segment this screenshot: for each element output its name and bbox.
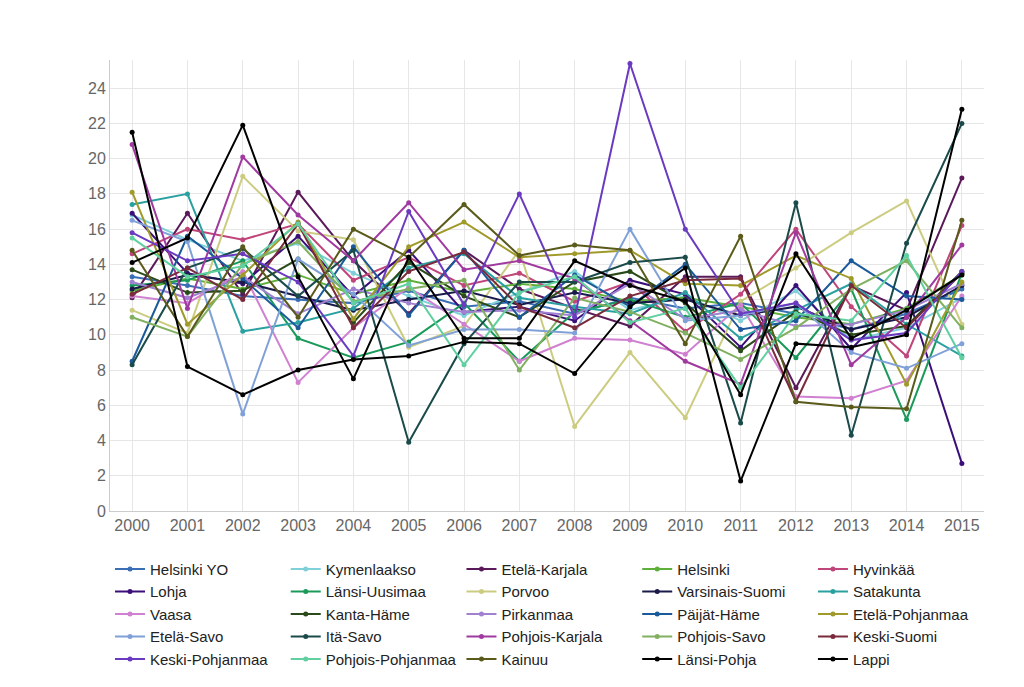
svg-text:2000: 2000 (114, 517, 150, 534)
svg-text:Pirkanmaa: Pirkanmaa (501, 606, 573, 623)
svg-text:Satakunta: Satakunta (853, 583, 921, 600)
svg-text:Kymenlaakso: Kymenlaakso (326, 561, 416, 578)
svg-text:2013: 2013 (833, 517, 869, 534)
svg-text:16: 16 (88, 221, 106, 238)
svg-text:Etelä-Karjala: Etelä-Karjala (501, 561, 588, 578)
svg-text:Itä-Savo: Itä-Savo (326, 628, 382, 645)
svg-text:Länsi-Uusimaa: Länsi-Uusimaa (326, 583, 427, 600)
svg-text:2007: 2007 (502, 517, 538, 534)
svg-text:Pohjois-Pohjanmaa: Pohjois-Pohjanmaa (326, 651, 457, 668)
svg-text:Pohjois-Karjala: Pohjois-Karjala (501, 628, 603, 645)
svg-text:Helsinki YO: Helsinki YO (150, 561, 228, 578)
svg-text:2012: 2012 (778, 517, 814, 534)
svg-text:Keski-Pohjanmaa: Keski-Pohjanmaa (150, 651, 268, 668)
svg-text:22: 22 (88, 115, 106, 132)
svg-text:Lohja: Lohja (150, 583, 187, 600)
svg-text:20: 20 (88, 150, 106, 167)
svg-text:4: 4 (97, 432, 106, 449)
svg-text:Länsi-Pohja: Länsi-Pohja (677, 651, 757, 668)
svg-text:2010: 2010 (667, 517, 703, 534)
svg-text:10: 10 (88, 326, 106, 343)
svg-text:2005: 2005 (391, 517, 427, 534)
svg-text:12: 12 (88, 291, 106, 308)
svg-text:2009: 2009 (612, 517, 648, 534)
svg-text:2001: 2001 (170, 517, 206, 534)
svg-text:Lappi: Lappi (853, 651, 890, 668)
svg-text:Kanta-Häme: Kanta-Häme (326, 606, 410, 623)
svg-text:Hyvinkää: Hyvinkää (853, 561, 915, 578)
svg-text:Varsinais-Suomi: Varsinais-Suomi (677, 583, 785, 600)
svg-text:Helsinki: Helsinki (677, 561, 730, 578)
svg-text:0: 0 (97, 503, 106, 520)
svg-text:Porvoo: Porvoo (501, 583, 549, 600)
svg-text:6: 6 (97, 397, 106, 414)
svg-text:18: 18 (88, 185, 106, 202)
svg-text:2: 2 (97, 467, 106, 484)
svg-text:Vaasa: Vaasa (150, 606, 192, 623)
svg-text:2004: 2004 (336, 517, 372, 534)
svg-text:Etelä-Savo: Etelä-Savo (150, 628, 223, 645)
svg-text:2002: 2002 (225, 517, 261, 534)
svg-text:8: 8 (97, 362, 106, 379)
svg-text:2011: 2011 (723, 517, 758, 534)
svg-text:Pohjois-Savo: Pohjois-Savo (677, 628, 765, 645)
svg-text:2006: 2006 (446, 517, 482, 534)
svg-text:Päijät-Häme: Päijät-Häme (677, 606, 760, 623)
svg-text:2014: 2014 (889, 517, 925, 534)
svg-text:2015: 2015 (944, 517, 980, 534)
svg-text:14: 14 (88, 256, 106, 273)
svg-text:2008: 2008 (557, 517, 593, 534)
svg-text:Keski-Suomi: Keski-Suomi (853, 628, 937, 645)
svg-text:Etelä-Pohjanmaa: Etelä-Pohjanmaa (853, 606, 969, 623)
svg-text:Kainuu: Kainuu (501, 651, 548, 668)
svg-text:2003: 2003 (280, 517, 316, 534)
svg-text:24: 24 (88, 80, 106, 97)
